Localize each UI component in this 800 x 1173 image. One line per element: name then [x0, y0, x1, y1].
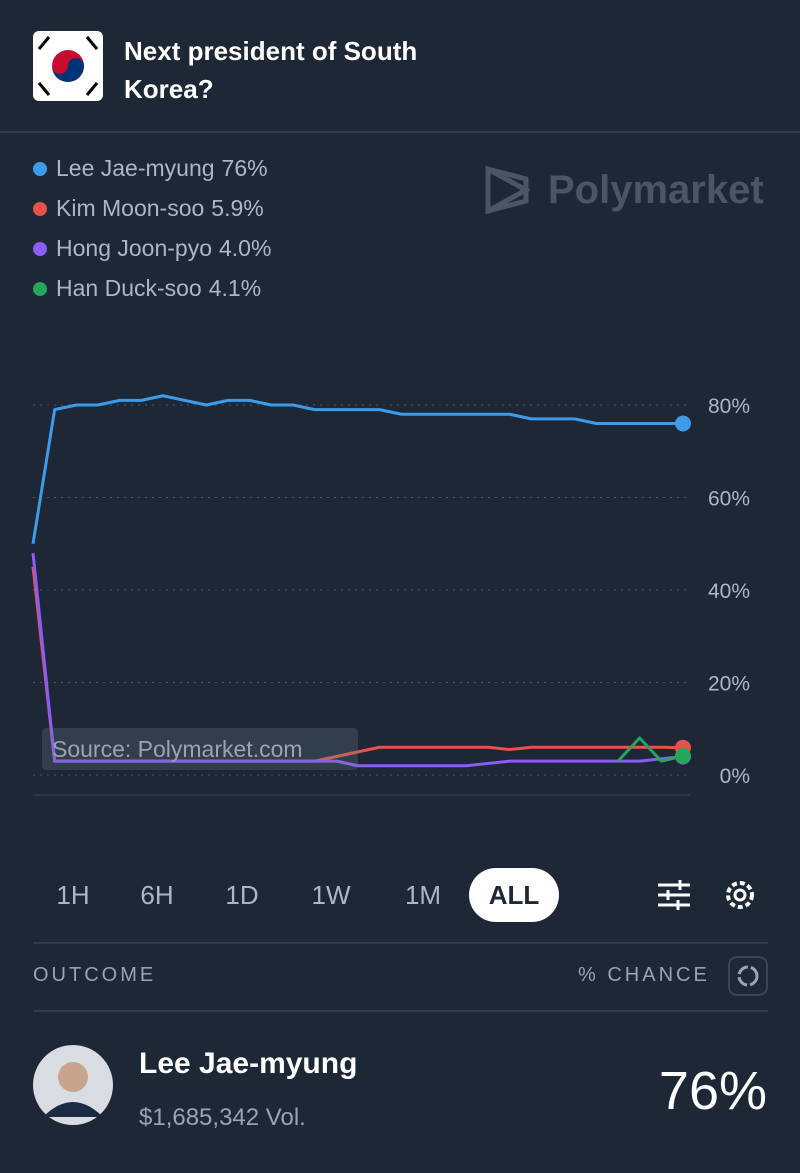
- divider: [33, 1010, 768, 1012]
- legend-latest: 4.1%: [208, 275, 262, 301]
- legend-dot: [33, 161, 47, 176]
- series-line: [31, 552, 684, 768]
- timeframe-button[interactable]: 1M: [404, 880, 442, 910]
- source-label: Source: Polymarket.com: [42, 728, 358, 770]
- flag: [33, 31, 103, 101]
- y-tick-label: 60%: [708, 488, 750, 511]
- brand-name: Polymarket: [548, 167, 764, 212]
- filter-icon[interactable]: [656, 878, 692, 912]
- refresh-icon[interactable]: [728, 956, 768, 996]
- series-line: [31, 394, 683, 544]
- x-tick-label: Apr 7: [158, 837, 211, 840]
- outcome-chance: 76%: [658, 1061, 767, 1121]
- end-point: [675, 415, 691, 432]
- legend-dot: [33, 201, 47, 216]
- legend-name: Lee Jae-myung: [56, 155, 215, 181]
- legend-latest: 76%: [221, 155, 268, 181]
- legend-latest: 5.9%: [211, 195, 264, 221]
- outcome-name: Lee Jae-myung: [139, 1047, 358, 1080]
- legend-entry: Han Duck-soo 4.1%: [33, 275, 271, 302]
- timeframe-button[interactable]: ALL: [469, 868, 559, 922]
- legend-name: Kim Moon-soo: [56, 195, 205, 221]
- legend-name: Han Duck-soo: [56, 275, 202, 301]
- legend-dot: [33, 241, 47, 256]
- market-title: Next president of South Korea?: [124, 36, 418, 104]
- brand-icon: [485, 165, 530, 215]
- outcome-volume: $1,685,342 Vol.: [139, 1104, 306, 1131]
- x-tick-label: Apr 10: [412, 837, 477, 840]
- legend-entry: Lee Jae-myung 76%: [33, 155, 271, 182]
- avatar: [33, 1045, 113, 1125]
- legend-dot: [33, 281, 47, 296]
- y-tick-label: 20%: [708, 673, 750, 696]
- settings-icon[interactable]: [722, 877, 758, 913]
- timeframe-button[interactable]: 1H: [56, 880, 90, 910]
- legend-entry: Kim Moon-soo 5.9%: [33, 195, 271, 222]
- legend: Lee Jae-myung 76% Kim Moon-soo 5.9% Hong Joo…: [33, 155, 271, 315]
- y-tick-label: 40%: [708, 580, 750, 603]
- end-point: [675, 748, 691, 765]
- series-line: [616, 736, 684, 763]
- chance-header: % CHANCE: [578, 964, 710, 986]
- chart: 0% 20% 40% 60% 80% Apr 7 Apr 10: [31, 394, 750, 840]
- outcome-header: OUTCOME: [33, 964, 157, 986]
- timeframe-button[interactable]: 1D: [225, 880, 259, 910]
- watermark: Polymarket: [484, 165, 764, 215]
- legend-entry: Hong Joon-pyo 4.0%: [33, 235, 271, 262]
- legend-latest: 4.0%: [219, 235, 272, 261]
- timeframe-button[interactable]: 6H: [140, 880, 174, 910]
- timeframe-button[interactable]: 1W: [311, 880, 351, 910]
- divider: [0, 131, 800, 133]
- divider: [33, 942, 768, 944]
- y-tick-label: 80%: [708, 395, 750, 418]
- y-tick-label: 0%: [720, 765, 750, 788]
- legend-name: Hong Joon-pyo: [56, 235, 212, 261]
